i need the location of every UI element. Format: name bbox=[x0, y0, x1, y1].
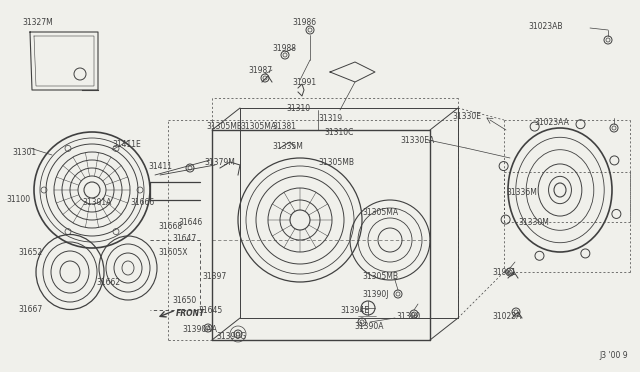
Text: 31305MB: 31305MB bbox=[362, 272, 398, 281]
Text: 31650: 31650 bbox=[172, 296, 196, 305]
Text: 31319: 31319 bbox=[318, 114, 342, 123]
Text: 31986: 31986 bbox=[292, 18, 316, 27]
Text: FRONT: FRONT bbox=[176, 308, 205, 317]
Text: 31667: 31667 bbox=[18, 305, 42, 314]
Text: 31390J: 31390J bbox=[362, 290, 388, 299]
Text: 31411: 31411 bbox=[148, 162, 172, 171]
Text: 31305MB: 31305MB bbox=[318, 158, 354, 167]
Text: 31390: 31390 bbox=[396, 312, 420, 321]
Text: 31666: 31666 bbox=[130, 198, 154, 207]
Text: 31301: 31301 bbox=[12, 148, 36, 157]
Text: 31100: 31100 bbox=[6, 195, 30, 204]
Text: 31390A: 31390A bbox=[354, 322, 383, 331]
Text: 31330M: 31330M bbox=[518, 218, 549, 227]
Text: 31981: 31981 bbox=[492, 268, 516, 277]
Text: 31652: 31652 bbox=[18, 248, 42, 257]
Text: 31023AB: 31023AB bbox=[528, 22, 563, 31]
Text: 31381: 31381 bbox=[272, 122, 296, 131]
Text: 31327M: 31327M bbox=[22, 18, 52, 27]
Text: 31991: 31991 bbox=[292, 78, 316, 87]
Text: 31330EA: 31330EA bbox=[400, 136, 435, 145]
Text: 31305MB: 31305MB bbox=[206, 122, 242, 131]
Text: 31336M: 31336M bbox=[506, 188, 537, 197]
Text: 31987: 31987 bbox=[248, 66, 272, 75]
Text: 31305MA: 31305MA bbox=[240, 122, 276, 131]
Text: 31605X: 31605X bbox=[158, 248, 188, 257]
Text: 31988: 31988 bbox=[272, 44, 296, 53]
Text: 31379M: 31379M bbox=[204, 158, 235, 167]
Text: 31335M: 31335M bbox=[272, 142, 303, 151]
Text: 31394E: 31394E bbox=[340, 306, 369, 315]
Text: 31330E: 31330E bbox=[452, 112, 481, 121]
Text: 31390AA: 31390AA bbox=[182, 325, 217, 334]
Text: 31645: 31645 bbox=[198, 306, 222, 315]
Text: 31023A: 31023A bbox=[492, 312, 522, 321]
Text: 31647: 31647 bbox=[172, 234, 196, 243]
Text: 31662: 31662 bbox=[96, 278, 120, 287]
Text: 31310C: 31310C bbox=[324, 128, 353, 137]
Text: 31023AA: 31023AA bbox=[534, 118, 569, 127]
Text: 31411E: 31411E bbox=[112, 140, 141, 149]
Text: J3 '00 9: J3 '00 9 bbox=[600, 351, 628, 360]
Text: 31397: 31397 bbox=[202, 272, 227, 281]
Text: 31305MA: 31305MA bbox=[362, 208, 398, 217]
Text: 31668: 31668 bbox=[158, 222, 182, 231]
Text: 31390G: 31390G bbox=[216, 332, 246, 341]
Text: 31646: 31646 bbox=[178, 218, 202, 227]
Text: 31310: 31310 bbox=[286, 104, 310, 113]
Text: 31301A: 31301A bbox=[82, 198, 111, 207]
